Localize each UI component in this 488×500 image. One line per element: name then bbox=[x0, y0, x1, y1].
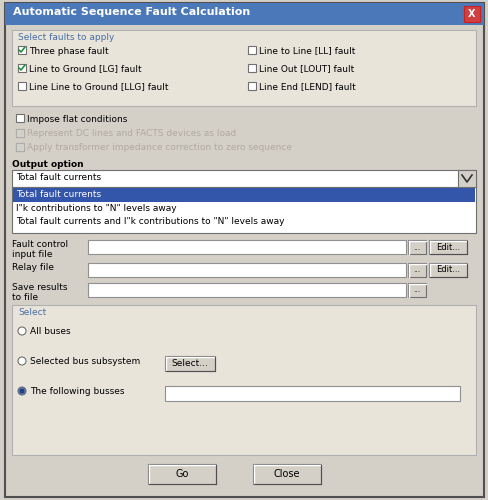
Bar bbox=[88, 263, 405, 277]
Text: Line to Ground [LG] fault: Line to Ground [LG] fault bbox=[29, 64, 142, 74]
Text: Impose flat conditions: Impose flat conditions bbox=[27, 114, 127, 124]
Bar bbox=[18, 64, 26, 72]
Text: Edit...: Edit... bbox=[435, 242, 459, 252]
Bar bbox=[18, 82, 26, 90]
Bar bbox=[88, 240, 405, 254]
Text: I"k contributions to "N" levels away: I"k contributions to "N" levels away bbox=[16, 204, 176, 213]
Text: Select...: Select... bbox=[171, 359, 208, 368]
Bar bbox=[16, 143, 24, 151]
Text: Edit...: Edit... bbox=[435, 266, 459, 274]
Text: ...: ... bbox=[412, 242, 420, 252]
Bar bbox=[18, 46, 26, 54]
Bar bbox=[5, 3, 483, 25]
Text: Three phase fault: Three phase fault bbox=[29, 46, 108, 56]
Bar bbox=[148, 464, 216, 484]
Bar bbox=[12, 305, 475, 455]
Text: Total fault currents: Total fault currents bbox=[16, 173, 101, 182]
Text: Line to Line [LL] fault: Line to Line [LL] fault bbox=[259, 46, 355, 56]
Bar bbox=[12, 187, 475, 233]
Text: Close: Close bbox=[273, 469, 300, 479]
Text: Line End [LEND] fault: Line End [LEND] fault bbox=[259, 82, 355, 92]
Text: Selected bus subsystem: Selected bus subsystem bbox=[30, 358, 140, 366]
Text: Go: Go bbox=[175, 469, 188, 479]
Text: Total fault currents and I"k contributions to "N" levels away: Total fault currents and I"k contributio… bbox=[16, 217, 284, 226]
Bar bbox=[12, 30, 475, 106]
Text: Select: Select bbox=[18, 308, 46, 317]
Circle shape bbox=[20, 389, 24, 393]
Text: Select faults to apply: Select faults to apply bbox=[18, 33, 114, 42]
Bar bbox=[428, 263, 466, 277]
Text: All buses: All buses bbox=[30, 328, 70, 336]
Text: Apply transformer impedance correction to zero sequence: Apply transformer impedance correction t… bbox=[27, 144, 291, 152]
Text: ...: ... bbox=[412, 266, 420, 274]
Text: Line Out [LOUT] fault: Line Out [LOUT] fault bbox=[259, 64, 353, 74]
Bar bbox=[16, 129, 24, 137]
Text: Line Line to Ground [LLG] fault: Line Line to Ground [LLG] fault bbox=[29, 82, 168, 92]
Bar bbox=[16, 114, 24, 122]
Text: ...: ... bbox=[412, 286, 420, 294]
Bar bbox=[407, 283, 425, 297]
Bar bbox=[164, 386, 459, 401]
Bar bbox=[247, 64, 256, 72]
Text: The following busses: The following busses bbox=[30, 388, 124, 396]
Bar bbox=[407, 240, 425, 254]
Bar bbox=[463, 6, 479, 22]
Text: Automatic Sequence Fault Calculation: Automatic Sequence Fault Calculation bbox=[13, 7, 250, 17]
Bar bbox=[16, 129, 24, 137]
Bar bbox=[457, 170, 475, 187]
Text: Relay file: Relay file bbox=[12, 263, 54, 272]
Circle shape bbox=[18, 357, 26, 365]
Circle shape bbox=[18, 327, 26, 335]
Text: Save results
to file: Save results to file bbox=[12, 283, 67, 302]
Bar bbox=[247, 82, 256, 90]
Bar bbox=[88, 283, 405, 297]
Bar bbox=[12, 170, 475, 187]
Bar bbox=[252, 464, 320, 484]
Bar bbox=[13, 188, 474, 202]
Bar bbox=[16, 143, 24, 151]
Bar bbox=[164, 356, 215, 371]
Text: Total fault currents: Total fault currents bbox=[16, 190, 101, 199]
Text: Represent DC lines and FACTS devices as load: Represent DC lines and FACTS devices as … bbox=[27, 130, 236, 138]
Bar bbox=[247, 46, 256, 54]
Text: Output option: Output option bbox=[12, 160, 83, 169]
Bar bbox=[407, 263, 425, 277]
Text: Fault control
input file: Fault control input file bbox=[12, 240, 68, 260]
Text: X: X bbox=[468, 9, 475, 19]
Bar bbox=[428, 240, 466, 254]
Circle shape bbox=[18, 387, 26, 395]
